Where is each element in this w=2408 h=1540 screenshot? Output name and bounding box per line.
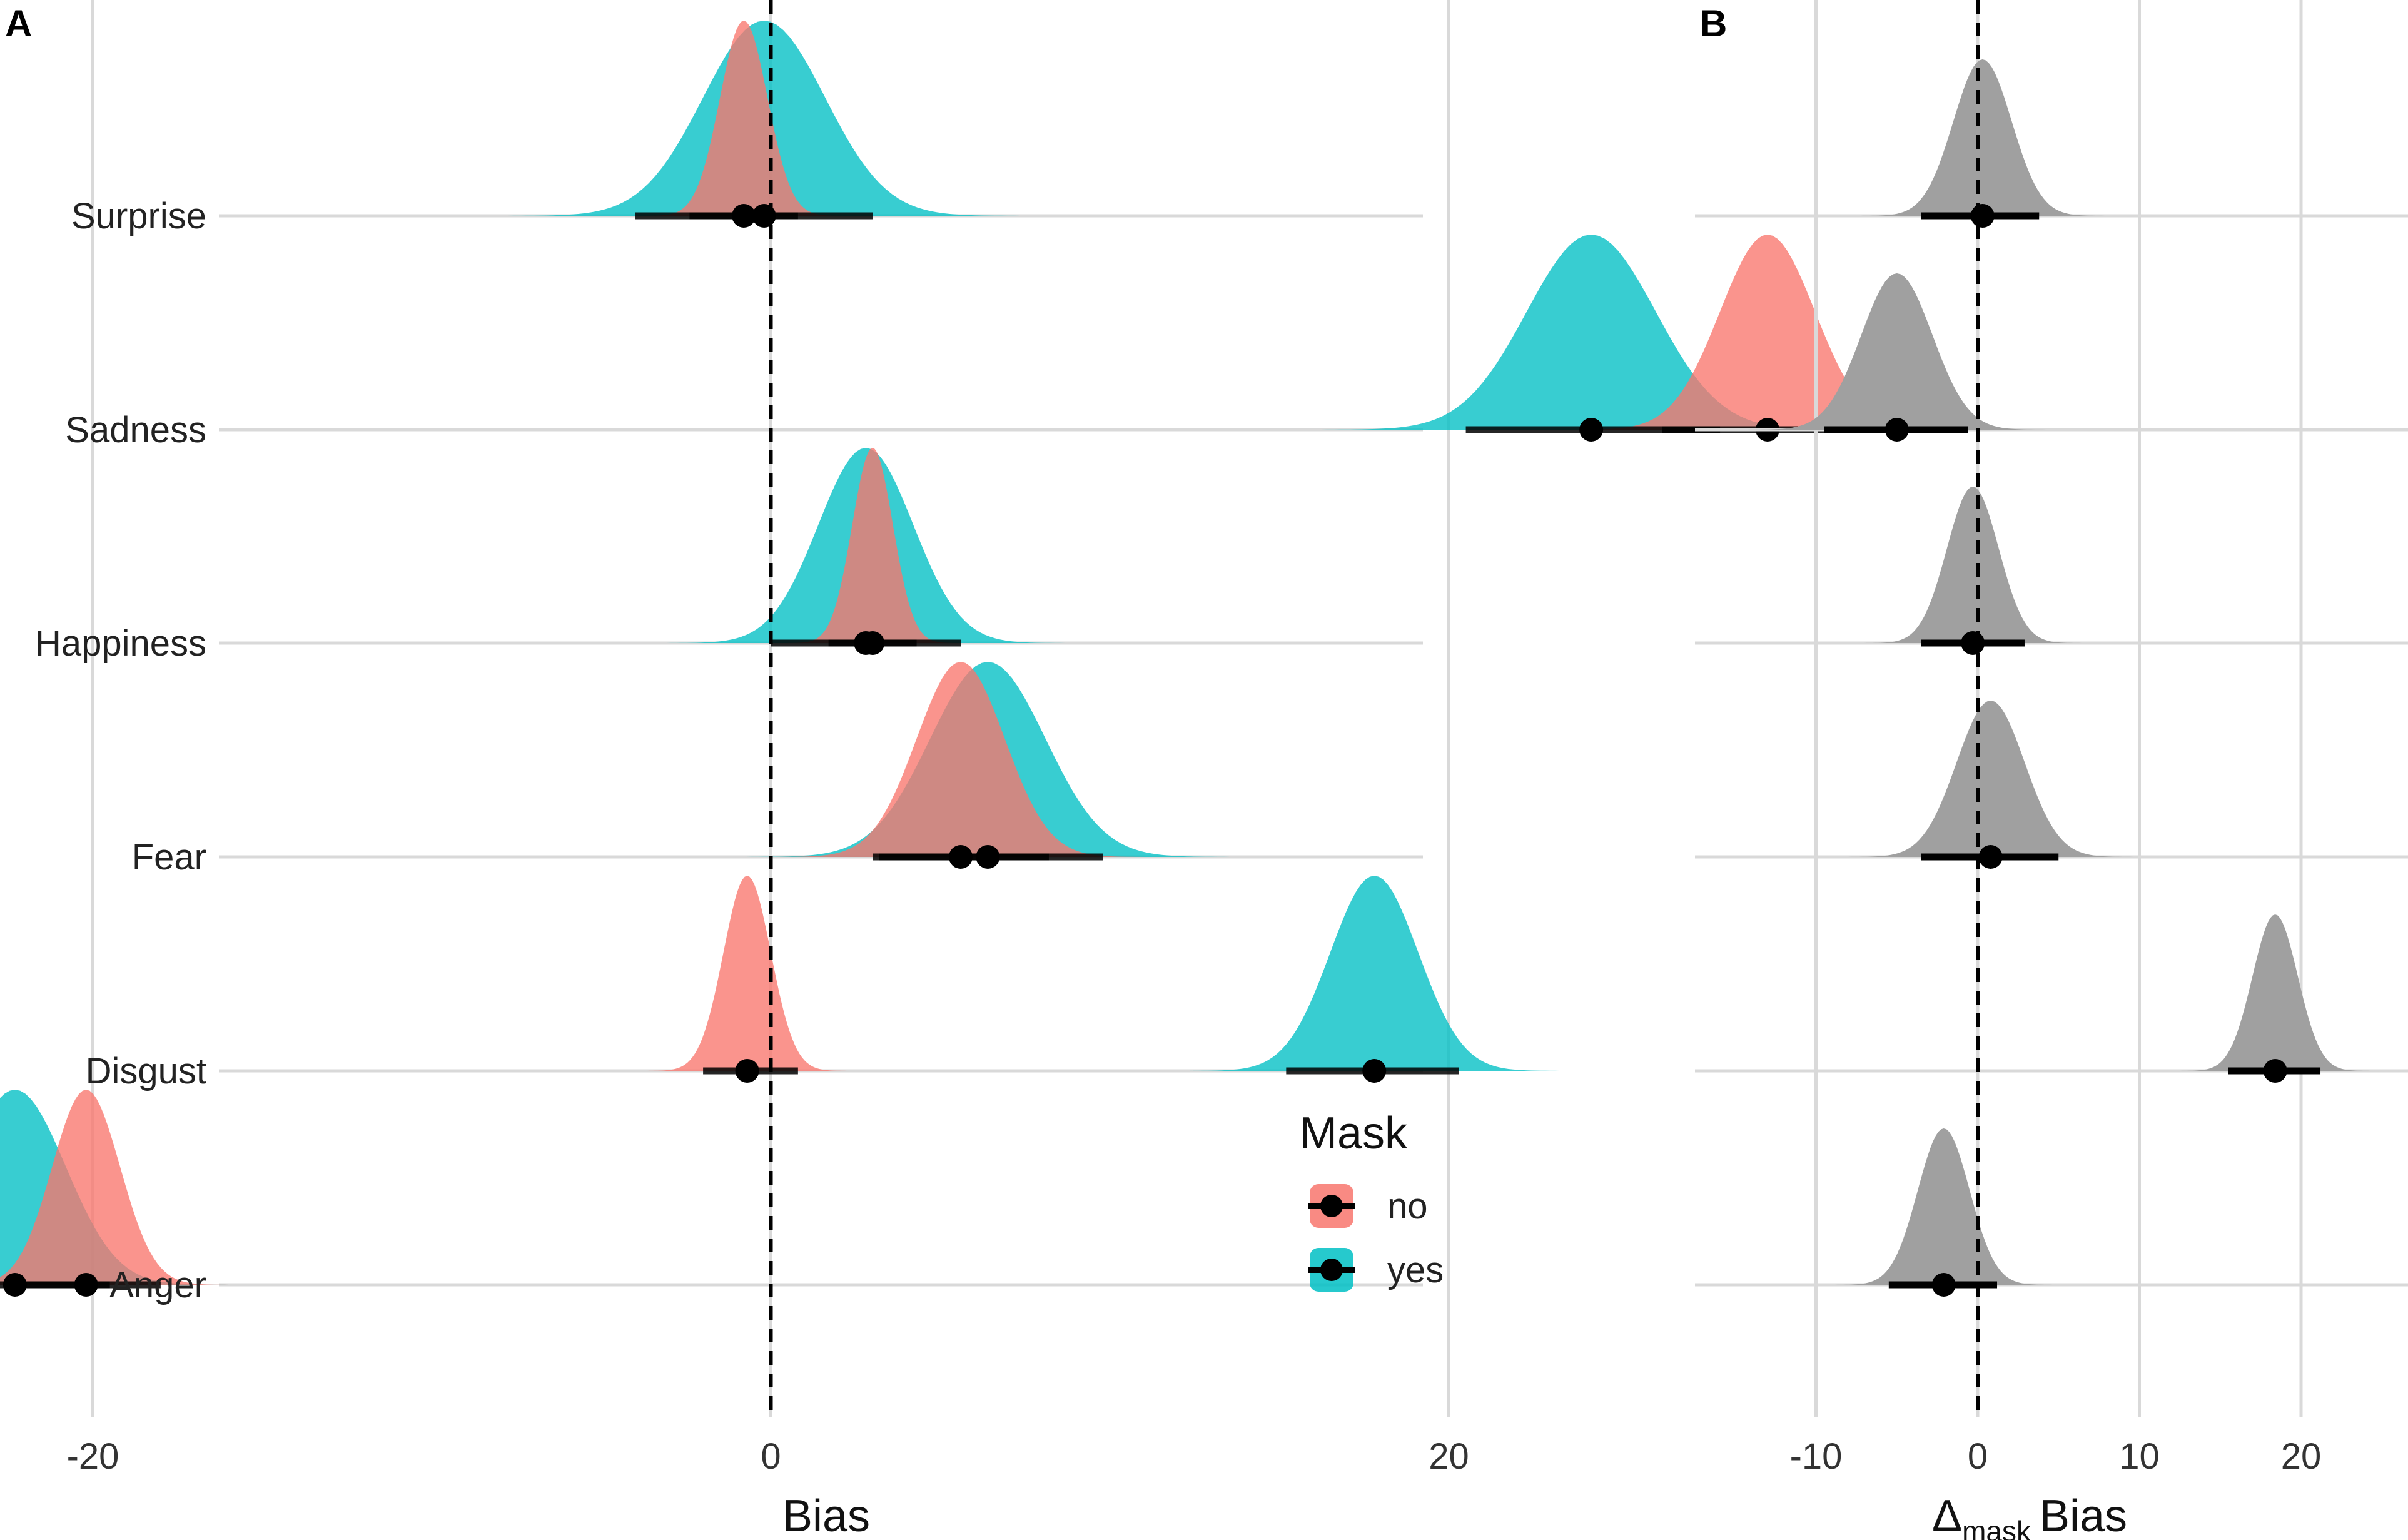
density-sadness-no bbox=[1568, 235, 1967, 430]
median-point-surprise-no bbox=[732, 204, 756, 228]
panel-b-x-axis-title: Δmask Bias bbox=[1932, 1491, 2127, 1540]
panel-a-x-tick-labels: -20 0 20 bbox=[67, 1436, 1469, 1477]
difference-median-point-anger bbox=[1931, 1273, 1956, 1297]
difference-density-happiness bbox=[1864, 487, 2082, 643]
median-point-anger-no bbox=[74, 1273, 98, 1297]
category-label-happiness: Happiness bbox=[35, 623, 206, 664]
category-label-surprise: Surprise bbox=[71, 196, 206, 236]
category-label-sadness: Sadness bbox=[65, 410, 206, 450]
density-disgust-no bbox=[647, 876, 847, 1071]
x-tick-label-b-20: 20 bbox=[2281, 1436, 2322, 1477]
x-tick-label-neg20: -20 bbox=[67, 1436, 119, 1477]
median-point-surprise-yes bbox=[752, 204, 776, 228]
density-happiness-no bbox=[787, 448, 958, 643]
category-label-disgust: Disgust bbox=[86, 1051, 206, 1092]
legend: Mask no yes bbox=[1300, 1108, 1444, 1292]
difference-density-fear bbox=[1848, 701, 2133, 857]
difference-density-surprise bbox=[1860, 59, 2105, 216]
median-point-fear-yes bbox=[976, 845, 1000, 869]
difference-density-disgust bbox=[2180, 914, 2370, 1071]
panel-a-category-labels: Surprise Sadness Happiness Fear Disgust … bbox=[35, 196, 206, 1305]
difference-median-point-happiness bbox=[1961, 631, 1985, 655]
x-tick-label-b-10: 10 bbox=[2119, 1436, 2160, 1477]
median-point-happiness-no bbox=[861, 631, 885, 655]
median-point-fear-no bbox=[949, 845, 973, 869]
panel-b-densities bbox=[1747, 59, 2370, 1285]
density-anger-no bbox=[0, 1090, 229, 1285]
difference-median-point-surprise bbox=[1970, 204, 1995, 228]
legend-title: Mask bbox=[1300, 1108, 1408, 1158]
panel-a-x-axis-title: Bias bbox=[782, 1491, 870, 1540]
x-tick-label-20: 20 bbox=[1429, 1436, 1469, 1477]
median-point-sadness-yes bbox=[1579, 418, 1604, 442]
difference-median-point-disgust bbox=[2263, 1059, 2287, 1083]
legend-label-no: no bbox=[1387, 1186, 1428, 1227]
panel-b-x-axis-title-bias: Bias bbox=[2040, 1491, 2127, 1540]
median-point-anger-yes bbox=[3, 1273, 27, 1297]
panel-b-x-tick-labels: -10 0 10 20 bbox=[1790, 1436, 2322, 1477]
category-label-anger: Anger bbox=[109, 1265, 206, 1305]
density-sadness-yes bbox=[1320, 235, 1862, 430]
density-fear-no bbox=[776, 662, 1146, 857]
panel-b-intervals bbox=[1824, 204, 2321, 1297]
difference-density-anger bbox=[1835, 1128, 2053, 1285]
difference-density-sadness bbox=[1747, 273, 2046, 430]
difference-median-point-sadness bbox=[1884, 418, 1909, 442]
panel-b-x-axis-title-delta: Δ bbox=[1932, 1491, 1962, 1540]
median-point-disgust-no bbox=[735, 1059, 759, 1083]
legend-item-no: no bbox=[1308, 1184, 1428, 1228]
legend-label-yes: yes bbox=[1387, 1250, 1444, 1290]
panel-a-tag: A bbox=[5, 3, 32, 44]
legend-point-no bbox=[1320, 1195, 1343, 1217]
x-tick-label-b-0: 0 bbox=[1968, 1436, 1988, 1477]
category-label-fear: Fear bbox=[132, 837, 206, 878]
density-disgust-yes bbox=[1189, 876, 1560, 1071]
legend-item-yes: yes bbox=[1308, 1248, 1444, 1292]
density-surprise-no bbox=[644, 21, 844, 216]
median-point-disgust-yes bbox=[1362, 1059, 1387, 1083]
legend-point-yes bbox=[1320, 1259, 1343, 1281]
panel-a: Surprise Sadness Happiness Fear Disgust … bbox=[0, 0, 1967, 1540]
panel-b: -10 0 10 20 Δmask Bias B bbox=[1695, 0, 2408, 1540]
panel-b-tag: B bbox=[1700, 3, 1727, 44]
x-tick-label-0: 0 bbox=[761, 1436, 781, 1477]
panel-b-x-axis-title-subscript: mask bbox=[1962, 1515, 2031, 1540]
difference-median-point-fear bbox=[1978, 845, 2003, 869]
x-tick-label-b-neg10: -10 bbox=[1790, 1436, 1843, 1477]
panel-a-densities bbox=[0, 21, 1967, 1285]
